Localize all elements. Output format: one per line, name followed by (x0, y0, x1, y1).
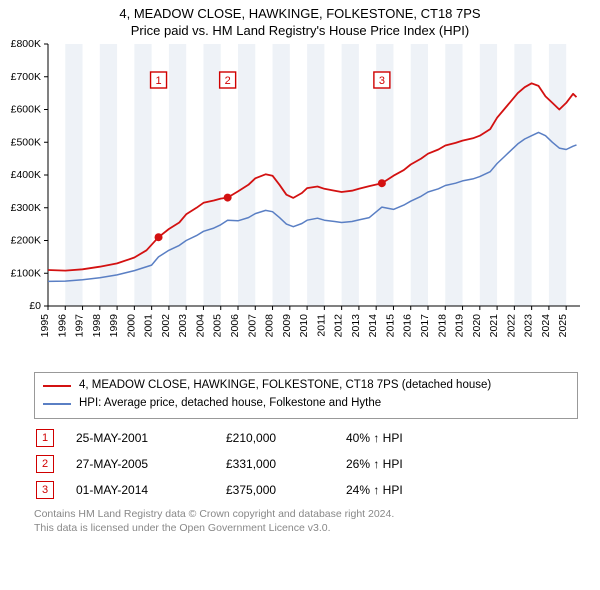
event-date: 27-MAY-2005 (76, 457, 226, 471)
svg-text:1997: 1997 (74, 314, 86, 338)
legend-swatch (43, 385, 71, 387)
svg-text:2022: 2022 (505, 314, 517, 338)
legend-item: HPI: Average price, detached house, Folk… (43, 395, 569, 413)
footer-line-2: This data is licensed under the Open Gov… (34, 521, 578, 535)
titles: 4, MEADOW CLOSE, HAWKINGE, FOLKESTONE, C… (0, 0, 600, 38)
svg-text:2006: 2006 (229, 314, 241, 338)
svg-text:£300K: £300K (11, 202, 41, 214)
svg-text:£400K: £400K (11, 169, 41, 181)
event-pct: 40% ↑ HPI (346, 431, 403, 445)
legend-label: HPI: Average price, detached house, Folk… (79, 395, 381, 413)
svg-text:2012: 2012 (333, 314, 345, 338)
svg-text:2005: 2005 (212, 314, 224, 338)
svg-text:£0: £0 (29, 300, 41, 312)
svg-text:1999: 1999 (108, 314, 120, 338)
footer: Contains HM Land Registry data © Crown c… (34, 507, 578, 535)
svg-text:2004: 2004 (194, 314, 206, 338)
svg-text:2011: 2011 (315, 314, 327, 337)
svg-text:2025: 2025 (557, 314, 569, 338)
svg-text:2019: 2019 (454, 314, 466, 338)
event-row: 3 01-MAY-2014 £375,000 24% ↑ HPI (34, 477, 578, 503)
svg-text:£500K: £500K (11, 136, 41, 148)
event-marker: 3 (36, 481, 54, 499)
event-price: £210,000 (226, 431, 346, 445)
svg-text:£800K: £800K (11, 38, 41, 50)
event-pct: 24% ↑ HPI (346, 483, 403, 497)
line-chart: £0 £100K £200K £300K £400K £500K £600K £700K £80… (0, 38, 600, 368)
title-line-2: Price paid vs. HM Land Registry's House … (0, 23, 600, 38)
event-date: 01-MAY-2014 (76, 483, 226, 497)
svg-text:£200K: £200K (11, 235, 41, 247)
svg-text:1: 1 (155, 75, 161, 87)
svg-text:2013: 2013 (350, 314, 362, 338)
legend-label: 4, MEADOW CLOSE, HAWKINGE, FOLKESTONE, C… (79, 377, 491, 395)
svg-text:1995: 1995 (39, 314, 51, 338)
svg-text:£600K: £600K (11, 104, 41, 116)
svg-text:2016: 2016 (402, 314, 414, 338)
svg-text:2000: 2000 (125, 314, 137, 338)
svg-text:£700K: £700K (11, 71, 41, 83)
legend-item: 4, MEADOW CLOSE, HAWKINGE, FOLKESTONE, C… (43, 377, 569, 395)
svg-text:2009: 2009 (281, 314, 293, 338)
event-marker: 1 (36, 429, 54, 447)
svg-text:2001: 2001 (143, 314, 155, 338)
svg-text:1998: 1998 (91, 314, 103, 338)
svg-text:2: 2 (225, 75, 231, 87)
event-pct: 26% ↑ HPI (346, 457, 403, 471)
svg-text:£100K: £100K (11, 267, 41, 279)
chart-container: 4, MEADOW CLOSE, HAWKINGE, FOLKESTONE, C… (0, 0, 600, 535)
legend: 4, MEADOW CLOSE, HAWKINGE, FOLKESTONE, C… (34, 372, 578, 419)
svg-text:2021: 2021 (488, 314, 500, 338)
event-price: £375,000 (226, 483, 346, 497)
svg-text:2014: 2014 (367, 314, 379, 338)
svg-text:2020: 2020 (471, 314, 483, 338)
svg-text:2010: 2010 (298, 314, 310, 338)
svg-text:2002: 2002 (160, 314, 172, 338)
footer-line-1: Contains HM Land Registry data © Crown c… (34, 507, 578, 521)
svg-text:3: 3 (379, 75, 385, 87)
svg-text:2023: 2023 (523, 314, 535, 338)
svg-text:1996: 1996 (56, 314, 68, 338)
event-row: 1 25-MAY-2001 £210,000 40% ↑ HPI (34, 425, 578, 451)
svg-text:2003: 2003 (177, 314, 189, 338)
title-line-1: 4, MEADOW CLOSE, HAWKINGE, FOLKESTONE, C… (0, 6, 600, 21)
svg-text:2018: 2018 (436, 314, 448, 338)
svg-text:2007: 2007 (246, 314, 258, 338)
event-price: £331,000 (226, 457, 346, 471)
legend-swatch (43, 403, 71, 405)
event-marker: 2 (36, 455, 54, 473)
svg-text:2015: 2015 (384, 314, 396, 338)
event-row: 2 27-MAY-2005 £331,000 26% ↑ HPI (34, 451, 578, 477)
event-date: 25-MAY-2001 (76, 431, 226, 445)
events-table: 1 25-MAY-2001 £210,000 40% ↑ HPI 2 27-MA… (34, 425, 578, 503)
svg-text:2008: 2008 (264, 314, 276, 338)
svg-text:2017: 2017 (419, 314, 431, 338)
svg-text:2024: 2024 (540, 314, 552, 338)
